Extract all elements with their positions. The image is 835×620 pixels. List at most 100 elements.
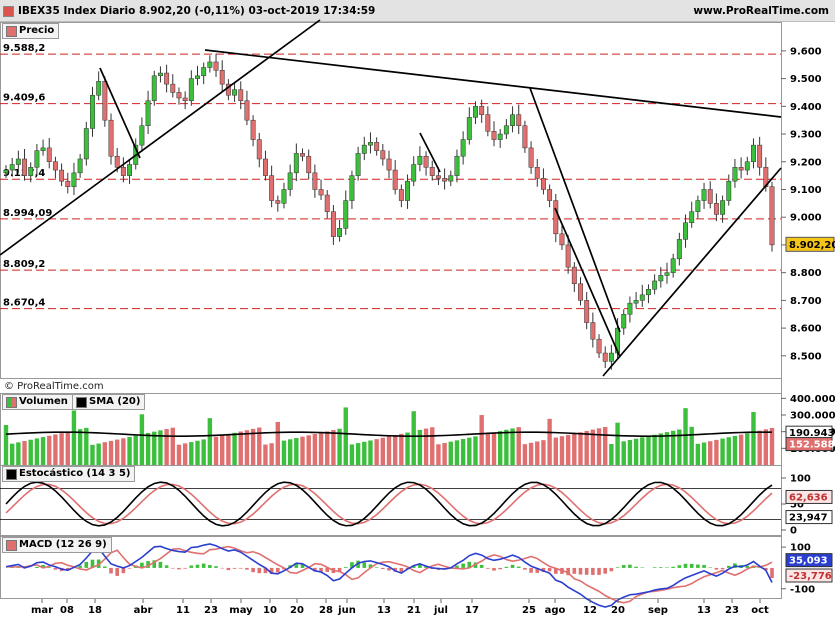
- volume-bar: [374, 439, 379, 465]
- macd-histogram-bar: [220, 567, 225, 569]
- macd-histogram-bar: [226, 567, 231, 571]
- candle: [571, 266, 577, 284]
- candle: [300, 153, 305, 157]
- reference-level-label: 8.809,2: [3, 259, 45, 270]
- stochastic-label-text: Estocástico (14 3 5): [19, 468, 131, 479]
- macd-histogram-bar: [411, 565, 416, 568]
- macd-histogram-bar: [214, 566, 218, 568]
- macd-signal-line: [6, 545, 773, 604]
- x-axis-label: 20: [290, 605, 304, 616]
- volume-bar: [479, 415, 484, 465]
- macd-label-text: MACD (12 26 9): [19, 539, 107, 550]
- candle: [590, 322, 596, 340]
- volume-bar: [102, 442, 108, 465]
- candle: [102, 81, 108, 121]
- candle: [670, 258, 676, 273]
- candle: [646, 289, 651, 296]
- candle: [757, 144, 763, 168]
- candle: [578, 283, 583, 301]
- volume-bar: [263, 444, 268, 465]
- candle: [355, 153, 361, 176]
- site-link[interactable]: www.ProRealTime.com: [693, 5, 829, 17]
- window-title-bar: IBEX35 Index Diario 8.902,20 (-0,11%) 03…: [0, 0, 835, 22]
- volume-bar: [250, 428, 256, 465]
- macd-histogram-bar: [702, 564, 706, 568]
- candle: [59, 169, 65, 182]
- macd-histogram-bar: [720, 567, 725, 570]
- volume-bar: [238, 431, 243, 465]
- volume-bar: [40, 437, 46, 465]
- volume-bar: [460, 438, 466, 465]
- macd-histogram-bar: [319, 567, 323, 572]
- volume-bar: [695, 443, 701, 465]
- volume-panel-label[interactable]: Volumen: [2, 394, 73, 410]
- macd-histogram-bar: [659, 567, 663, 568]
- macd-histogram-bar: [41, 565, 45, 568]
- macd-value: 35,093: [789, 556, 828, 567]
- sma-panel-label[interactable]: SMA (20): [72, 394, 146, 410]
- x-axis-label: sep: [648, 605, 668, 616]
- volume-bar: [726, 437, 731, 465]
- volume-bar: [139, 414, 145, 465]
- macd-histogram-bar: [677, 565, 682, 568]
- candle: [188, 78, 194, 102]
- candle: [263, 158, 268, 176]
- volume-bar: [226, 434, 231, 465]
- volume-bar: [399, 433, 404, 465]
- close-box-icon[interactable]: [3, 6, 14, 17]
- x-axis-label: 20: [611, 605, 625, 616]
- macd-histogram-bar: [461, 563, 465, 568]
- candle: [293, 153, 299, 174]
- macd-histogram-bar: [553, 567, 558, 574]
- macd-histogram-bar: [516, 566, 521, 568]
- candle: [559, 233, 565, 246]
- volume-bar: [535, 441, 540, 465]
- macd-histogram-bar: [510, 564, 515, 568]
- candle: [52, 161, 58, 171]
- stochastic-panel-label[interactable]: Estocástico (14 3 5): [2, 466, 136, 482]
- volume-bar: [708, 441, 713, 465]
- volume-bar: [368, 440, 373, 465]
- macd-histogram-bar: [121, 567, 126, 574]
- candle: [695, 200, 701, 212]
- reference-level-label: 8.994,09: [3, 208, 52, 219]
- volume-bar: [145, 432, 151, 465]
- volume-bar: [343, 407, 348, 465]
- volume-bar: [65, 431, 70, 465]
- price-axis-label: 9.300: [790, 130, 822, 141]
- macd-histogram-bar: [591, 567, 595, 575]
- candle: [90, 94, 95, 129]
- candle: [751, 144, 756, 163]
- volume-axis-label: 300.000: [790, 411, 835, 422]
- candle: [157, 72, 163, 77]
- volume-bar: [114, 439, 120, 465]
- copyright-text: © ProRealTime.com: [4, 381, 104, 392]
- candle: [485, 114, 491, 132]
- x-axis-label: 08: [60, 605, 74, 616]
- price-panel-label[interactable]: Precio: [2, 23, 60, 39]
- macd-histogram-bar: [53, 567, 58, 570]
- volume-bar: [232, 432, 237, 465]
- volume-bar: [516, 427, 521, 465]
- volume-color-swatch-icon: [6, 397, 17, 408]
- candle: [337, 228, 343, 237]
- candle: [676, 239, 682, 260]
- candle: [553, 200, 559, 235]
- candle: [250, 119, 256, 140]
- candle: [83, 128, 89, 160]
- stochastic-d-badge: [785, 510, 833, 525]
- x-axis-label: 23: [204, 605, 218, 616]
- macd-histogram-bar: [726, 565, 731, 568]
- macd-badge: [785, 553, 833, 568]
- candle: [454, 155, 460, 176]
- macd-panel-label[interactable]: MACD (12 26 9): [2, 537, 112, 553]
- volume-bar: [442, 442, 447, 465]
- macd-histogram-bar: [479, 564, 484, 568]
- macd-histogram-bar: [257, 567, 262, 574]
- macd-histogram-bar: [356, 560, 360, 568]
- candle: [417, 155, 423, 165]
- current-price-badge: [785, 236, 835, 252]
- volume-bar: [300, 436, 305, 465]
- volume-bar: [436, 444, 441, 465]
